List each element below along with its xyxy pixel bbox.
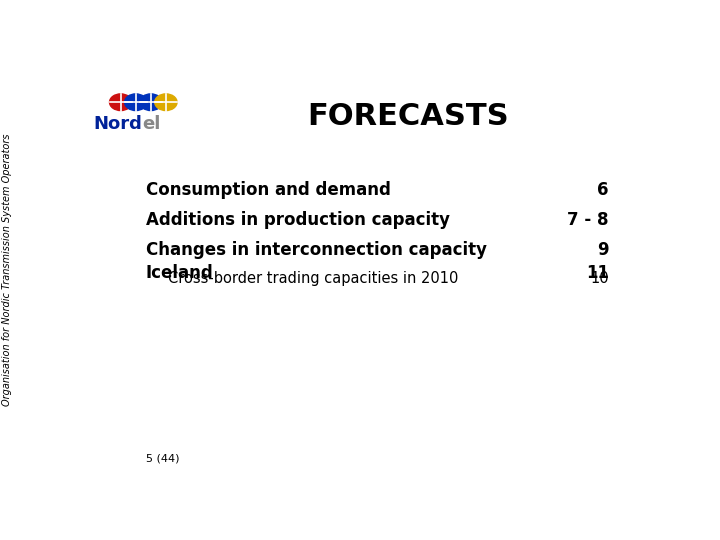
Text: Cross-border trading capacities in 2010: Cross-border trading capacities in 2010 — [168, 271, 459, 286]
Text: Changes in interconnection capacity: Changes in interconnection capacity — [145, 241, 487, 259]
Text: Organisation for Nordic Transmission System Operators: Organisation for Nordic Transmission Sys… — [2, 134, 12, 406]
Circle shape — [109, 94, 132, 111]
Text: FORECASTS: FORECASTS — [307, 102, 509, 131]
Text: Iceland: Iceland — [145, 265, 214, 282]
Text: 6: 6 — [598, 181, 609, 199]
Text: Nord: Nord — [93, 114, 142, 133]
Circle shape — [155, 94, 177, 111]
Text: 5 (44): 5 (44) — [145, 454, 179, 464]
Text: Additions in production capacity: Additions in production capacity — [145, 211, 450, 229]
Circle shape — [140, 94, 162, 111]
Text: 7 - 8: 7 - 8 — [567, 211, 609, 229]
Circle shape — [125, 94, 147, 111]
Text: 9: 9 — [598, 241, 609, 259]
Text: 10: 10 — [590, 271, 609, 286]
Text: el: el — [143, 114, 161, 133]
Text: Consumption and demand: Consumption and demand — [145, 181, 391, 199]
Text: 11: 11 — [586, 265, 609, 282]
